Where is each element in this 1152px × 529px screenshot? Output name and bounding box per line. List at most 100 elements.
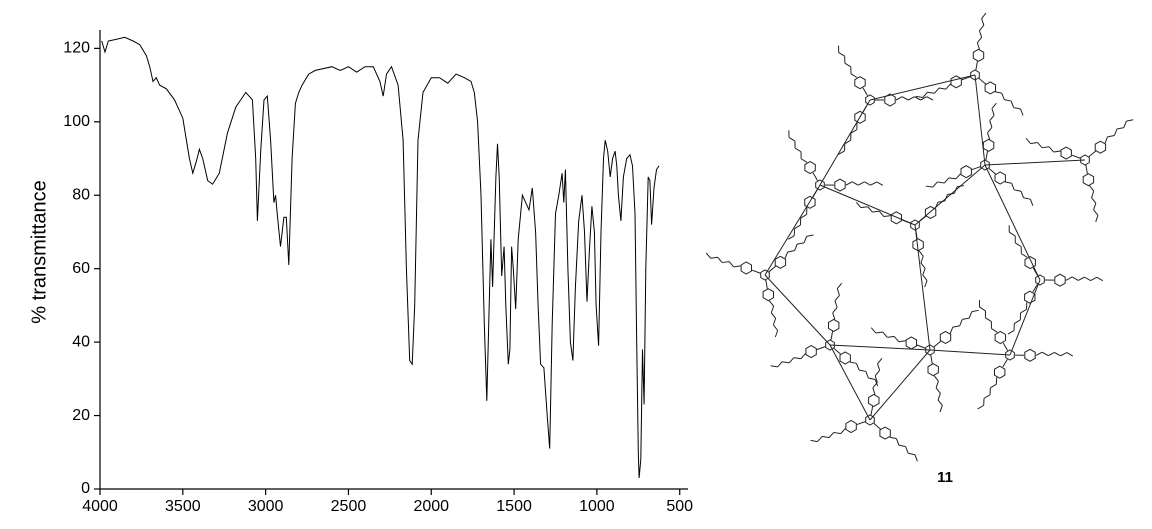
bond — [933, 87, 940, 94]
bond — [774, 330, 779, 338]
bond — [1091, 197, 1097, 204]
y-tick-label: 0 — [81, 480, 90, 497]
bond — [1002, 342, 1009, 351]
bond — [874, 379, 879, 387]
bond — [914, 224, 931, 351]
bond — [794, 224, 801, 230]
ring — [1054, 273, 1066, 287]
bond — [984, 164, 1041, 281]
bond — [976, 42, 981, 50]
bond — [1090, 276, 1097, 281]
bond — [984, 159, 1086, 166]
bond — [1020, 308, 1027, 314]
ring — [879, 426, 891, 440]
bond — [1029, 199, 1034, 206]
bond — [916, 344, 926, 349]
ring — [868, 393, 880, 407]
bond — [953, 186, 958, 194]
bond — [833, 431, 841, 435]
bond — [816, 346, 826, 351]
bond — [872, 382, 878, 389]
bond — [935, 387, 941, 394]
bond — [985, 151, 989, 161]
bond — [1025, 137, 1031, 144]
bond — [922, 91, 928, 98]
bond — [845, 181, 853, 186]
bond — [832, 307, 838, 314]
bond — [768, 265, 777, 273]
bond — [862, 87, 868, 96]
bond — [937, 181, 945, 184]
bond — [987, 132, 991, 140]
bond — [856, 363, 860, 371]
ring — [910, 219, 920, 231]
bond — [905, 446, 909, 454]
bond — [901, 219, 911, 224]
bond — [882, 331, 888, 338]
bond — [876, 181, 884, 186]
bond — [768, 300, 775, 307]
bond — [1032, 284, 1038, 293]
bond — [979, 24, 985, 31]
bond — [883, 215, 891, 218]
bond — [788, 235, 795, 240]
x-tick-label: 4000 — [82, 498, 118, 515]
bond — [829, 344, 871, 421]
bond — [939, 405, 943, 413]
bond — [920, 256, 924, 264]
bond — [994, 91, 1002, 94]
bond — [1002, 359, 1008, 368]
bond — [914, 454, 918, 462]
bond — [800, 158, 808, 163]
bond — [937, 393, 941, 401]
bond — [829, 344, 931, 351]
ring — [924, 205, 937, 219]
bond — [865, 371, 869, 379]
bond — [1035, 351, 1043, 356]
bond — [1041, 351, 1049, 357]
bond — [874, 370, 881, 377]
ring — [960, 165, 972, 179]
bond — [797, 242, 805, 245]
bond — [1004, 99, 1012, 102]
bond — [898, 444, 906, 448]
bond — [772, 318, 777, 326]
bond — [978, 30, 983, 38]
ring — [927, 363, 939, 377]
x-tick-label: 3500 — [165, 498, 201, 515]
bond — [836, 288, 840, 296]
bond — [1020, 108, 1024, 116]
ring — [839, 351, 851, 365]
bond — [901, 96, 909, 101]
bond — [1048, 146, 1055, 153]
ring — [1024, 256, 1036, 270]
bond — [834, 294, 840, 302]
bond — [836, 282, 843, 289]
bond — [1010, 100, 1015, 108]
x-tick-label: 2500 — [331, 498, 367, 515]
bond — [770, 312, 777, 319]
bond — [830, 331, 834, 341]
ring — [905, 336, 917, 350]
bond — [943, 177, 950, 184]
ring — [804, 195, 816, 209]
bond — [922, 268, 926, 276]
ring — [939, 330, 952, 344]
bond — [770, 365, 778, 368]
bond — [812, 172, 818, 181]
bond — [877, 363, 881, 371]
bond — [833, 347, 841, 355]
x-tick-label: 500 — [666, 498, 693, 515]
ring — [804, 161, 816, 175]
bond — [981, 18, 985, 26]
ring — [854, 110, 866, 124]
ring — [950, 75, 962, 89]
bond — [920, 262, 926, 269]
x-tick-label: 3000 — [248, 498, 284, 515]
bond — [1015, 242, 1022, 248]
ring — [982, 138, 995, 152]
y-tick-label: 20 — [72, 407, 90, 424]
bond — [989, 120, 993, 128]
ring — [815, 179, 825, 191]
